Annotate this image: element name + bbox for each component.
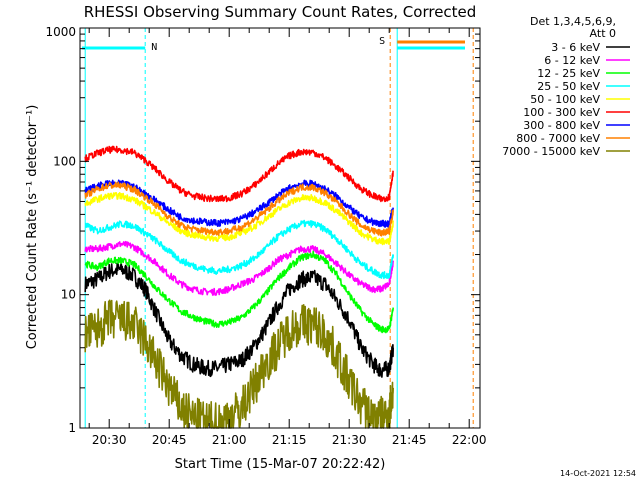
x-tick-label: 20:45	[152, 433, 187, 447]
annotation-s-label: S	[379, 36, 385, 47]
series-line-6	[84, 145, 394, 203]
y-tick-label: 10	[61, 288, 76, 302]
legend-header: Det 1,3,4,5,6,9,	[530, 15, 616, 28]
legend-label-8: 800 - 7000 keV	[516, 132, 600, 145]
legend-label-7: 300 - 800 keV	[523, 119, 600, 132]
annotation-n-label: N	[151, 42, 157, 53]
series-line-2	[84, 240, 394, 296]
x-tick-label: 21:30	[332, 433, 367, 447]
series-line-9	[84, 299, 394, 429]
legend-label-9: 7000 - 15000 keV	[502, 145, 600, 158]
y-tick-label: 1	[68, 421, 76, 435]
series-line-4	[84, 219, 394, 280]
axes-layer: 1 10 100 1000 20:30 20:45 21:00 21:15 21:30 21:45…	[45, 25, 486, 447]
x-tick-label: 22:00	[452, 433, 487, 447]
chart-title: RHESSI Observing Summary Count Rates, Co…	[84, 3, 477, 21]
legend-label-4: 25 - 50 keV	[537, 80, 600, 93]
legend-label-2: 6 - 12 keV	[544, 54, 600, 67]
y-tick-label: 100	[53, 154, 76, 168]
series-line-8	[84, 181, 394, 237]
x-tick-label: 21:15	[272, 433, 307, 447]
x-tick-label: 21:00	[212, 433, 247, 447]
legend-label-1: 3 - 6 keV	[551, 41, 600, 54]
y-tick-label: 1000	[45, 25, 76, 39]
x-axis-label: Start Time (15-Mar-07 20:22:42)	[175, 457, 386, 472]
plot-frame	[79, 27, 481, 429]
series-line-1	[84, 261, 394, 378]
legend-header: Att 0	[590, 27, 616, 40]
legend-label-5: 50 - 100 keV	[530, 93, 600, 106]
y-axis-label: Corrected Count Rate (s⁻¹ detector⁻¹)	[25, 105, 40, 350]
series-line-3	[84, 250, 394, 334]
x-tick-label: 21:45	[392, 433, 427, 447]
series-layer	[84, 145, 394, 429]
legend-label-6: 100 - 300 keV	[523, 106, 600, 119]
legend-label-3: 12 - 25 keV	[537, 67, 600, 80]
x-tick-label: 20:30	[92, 433, 127, 447]
footer-timestamp: 14-Oct-2021 12:54	[560, 469, 636, 478]
series-line-5	[84, 192, 394, 246]
